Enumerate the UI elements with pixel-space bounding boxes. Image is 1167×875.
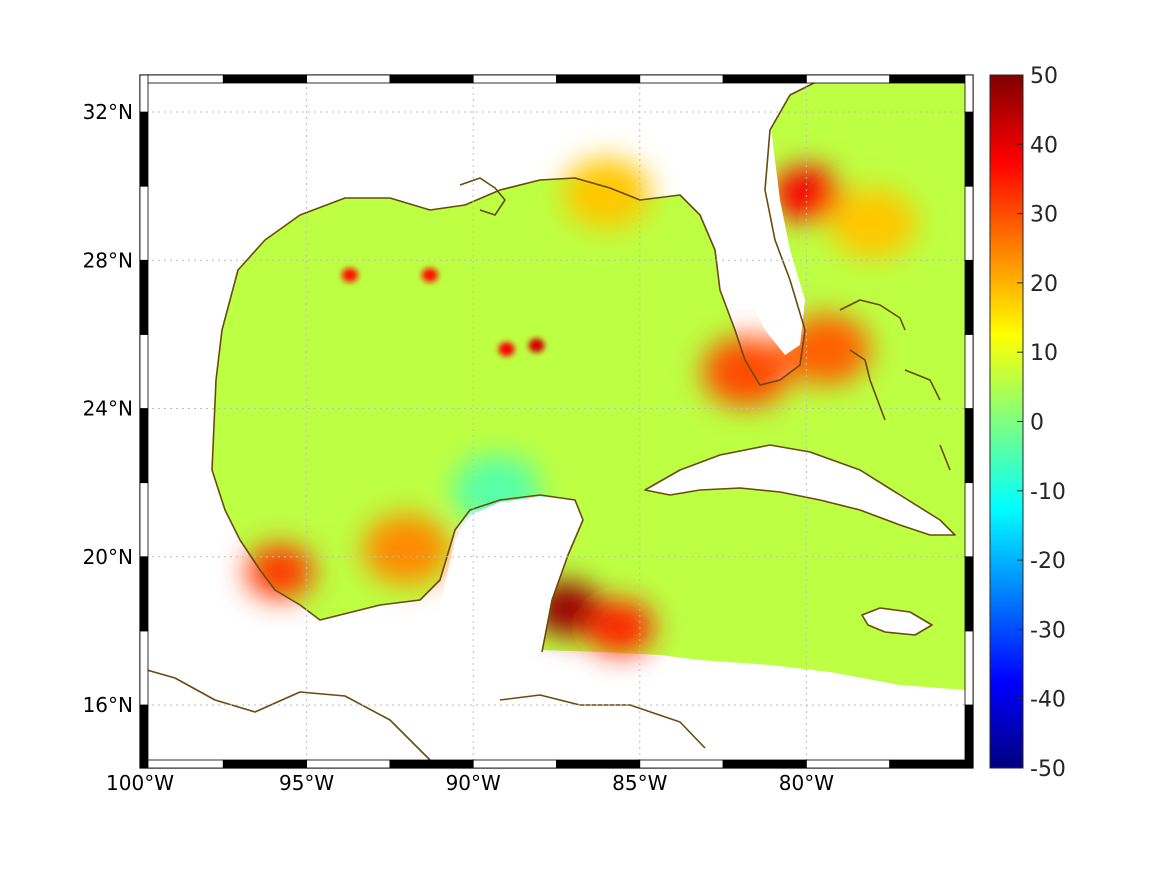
central-america-coastline (140, 667, 706, 761)
colorbar-tick-label: 0 (1030, 411, 1044, 436)
field-feature-gulf-spot-4 (528, 338, 545, 353)
sst-field (212, 80, 965, 690)
colorbar-tick-label: 20 (1030, 272, 1058, 297)
frame-bar-right (964, 408, 974, 484)
frame-bar-right (964, 259, 974, 335)
frame-bar-right (964, 185, 974, 261)
bahamas-coastline (839, 299, 951, 471)
colorbar-tick-label: -10 (1030, 480, 1066, 505)
mississippi-delta-coastline (459, 177, 506, 216)
y-tick-label: 20°N (83, 545, 133, 569)
colorbar-tick-label: -20 (1030, 549, 1066, 574)
frame-bar-right (964, 704, 974, 769)
frame-bar-bottom (389, 759, 474, 769)
frame-bar-bottom (722, 759, 807, 769)
frame-bar-left (139, 74, 149, 113)
frame-bar-right (964, 482, 974, 558)
y-tick-label: 32°N (83, 100, 133, 124)
frame-bar-left (139, 334, 149, 409)
y-tick-label: 16°N (83, 693, 133, 717)
frame-bar-left (139, 259, 149, 335)
coastlines (140, 79, 956, 761)
frame-bar-right (964, 111, 974, 187)
field-feature-sw-gulf-warm (362, 514, 451, 585)
field-feature-florida-bay-warm (702, 336, 791, 407)
y-tick-label: 28°N (83, 248, 133, 272)
colorbar-tick-label: 40 (1030, 133, 1058, 158)
frame-bar-top (389, 74, 474, 84)
frame-bar-bottom (222, 759, 308, 769)
cuba-coastline (644, 444, 956, 536)
frame-bar-left (139, 556, 149, 632)
colorbar-tick-label: 10 (1030, 341, 1058, 366)
frame-bar-top (306, 74, 391, 84)
y-tick-labels: 32°N 28°N 24°N 20°N 16°N (83, 100, 133, 717)
frame-bar-left (139, 704, 149, 769)
y-tick-label: 24°N (83, 397, 133, 421)
field-feature-gulf-spot-1 (341, 268, 358, 283)
colorbar-tick-label: -30 (1030, 618, 1066, 643)
frame-bar-right (964, 334, 974, 409)
frame-bar-bottom (889, 759, 974, 769)
x-tick-label: 90°W (446, 771, 501, 795)
colorbar-tick-label: 50 (1030, 64, 1058, 89)
x-tick-label: 80°W (779, 771, 834, 795)
colorbar-ticks: 50 40 30 20 10 0 -10 -20 -30 -40 -50 (1017, 64, 1066, 782)
frame-bar-right (964, 556, 974, 632)
frame-bar-bottom (806, 759, 891, 769)
frame-bar-right (964, 630, 974, 706)
frame-bar-top (722, 74, 807, 84)
x-tick-labels: 100°W 95°W 90°W 85°W 80°W (106, 771, 834, 795)
frame-bar-top (889, 74, 974, 84)
florida-peninsula (690, 90, 805, 355)
frame-bar-bottom (472, 759, 557, 769)
cuba-island (645, 445, 955, 535)
frame-bar-top (806, 74, 891, 84)
colorbar-tick-label: -50 (1030, 757, 1066, 782)
frame-bar-bottom (306, 759, 391, 769)
x-tick-label: 85°W (612, 771, 667, 795)
mexico-coastline (211, 469, 584, 653)
frame-bar-left (139, 482, 149, 558)
field-feature-panhandle-warm (562, 158, 651, 229)
frame-bar-top (639, 74, 724, 84)
frame-bar-left (139, 408, 149, 484)
frame-bar-top (556, 74, 641, 84)
map-frame (139, 74, 974, 769)
field-feature-gulf-spot-3 (498, 342, 515, 357)
frame-bar-left (139, 630, 149, 706)
field-feature-atlantic-warm (829, 188, 918, 259)
field-feature-gulf-spot-2 (421, 268, 438, 283)
jamaica-coastline (861, 607, 933, 636)
field-feature-west-coast-warm (245, 544, 314, 599)
field-feature-caribbean-warm (585, 599, 654, 655)
frame-bar-left (139, 111, 149, 187)
x-tick-label: 95°W (279, 771, 334, 795)
field-feature-atlantic-hot (772, 166, 841, 221)
colorbar-tick-label: -40 (1030, 688, 1066, 713)
frame-bar-bottom (639, 759, 724, 769)
colorbar: 50 40 30 20 10 0 -10 -20 -30 -40 -50 (989, 64, 1066, 782)
x-tick-label: 100°W (106, 771, 174, 795)
grid-lines (140, 75, 973, 768)
frame-bar-top (139, 74, 224, 84)
gulf-coastline (211, 79, 821, 471)
colorbar-tick-label: 30 (1030, 203, 1058, 228)
yucatan-peninsula (440, 497, 583, 660)
frame-bar-left (139, 185, 149, 261)
frame-bar-right (964, 74, 974, 113)
frame-bar-bottom (139, 759, 224, 769)
frame-bar-top (472, 74, 557, 84)
frame-bar-bottom (556, 759, 641, 769)
frame-bar-top (222, 74, 308, 84)
